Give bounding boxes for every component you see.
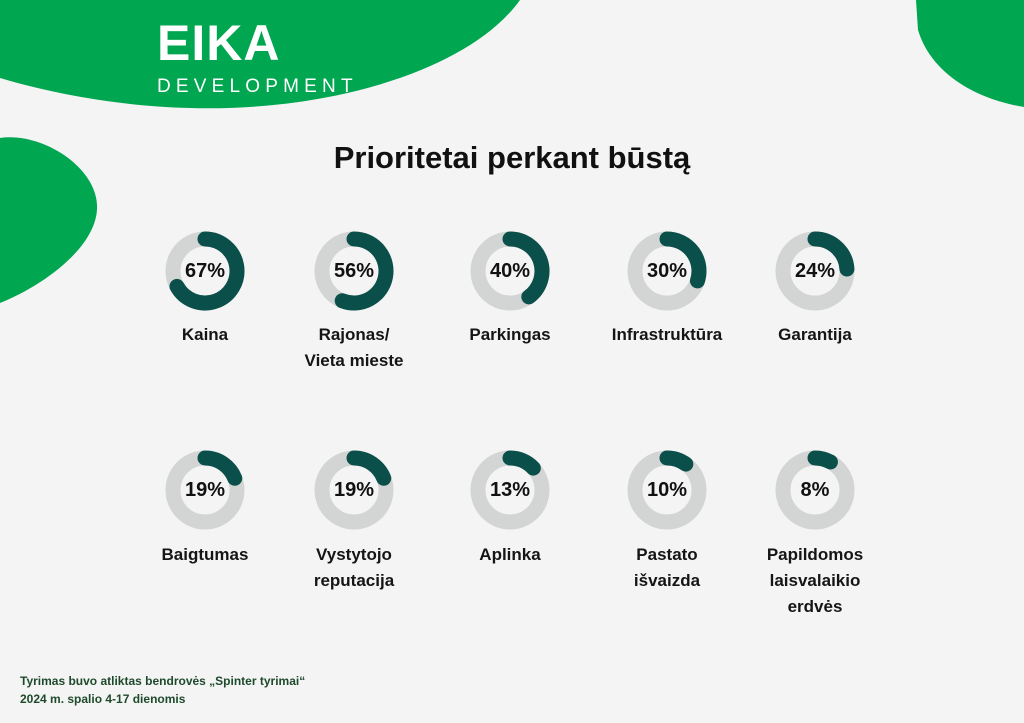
donut-value-label: 19% — [184, 479, 226, 501]
green-blob-left — [0, 137, 98, 303]
chart-title: Prioritetai perkant būstą — [333, 140, 691, 175]
donut-value-label: 56% — [333, 260, 375, 282]
donut-category-label: Vystytojo reputacija — [313, 545, 395, 590]
donut-value-label: 8% — [800, 479, 830, 501]
donut-arc — [502, 231, 550, 305]
donut-arc — [334, 231, 394, 311]
donut-value-label: 30% — [646, 260, 688, 282]
donut-arc — [659, 231, 707, 289]
donut-arc — [807, 231, 855, 277]
donut-arc — [807, 450, 838, 470]
logo-sub-text: DEVELOPMENT — [157, 76, 358, 97]
green-blob-top-left — [0, 0, 520, 109]
donut-arc — [346, 450, 392, 486]
donut-category-label: Aplinka — [479, 545, 541, 564]
donut-category-label: Kaina — [181, 325, 229, 344]
survey-note-line-2: 2024 m. spalio 4-17 dienomis — [20, 692, 186, 706]
donut-category-label: Pastato išvaizda — [633, 545, 701, 590]
eika-logo: EIKA DEVELOPMENT — [157, 14, 357, 98]
logo-main-text: EIKA — [157, 15, 281, 71]
donut-category-label: Rajonas/ Vieta mieste — [304, 325, 404, 370]
donut-category-label: Garantija — [778, 325, 852, 344]
donut-value-label: 19% — [333, 479, 375, 501]
donut-category-label: Baigtumas — [161, 545, 249, 564]
donut-value-label: 67% — [184, 260, 226, 282]
survey-note: Tyrimas buvo atliktas bendrovės „Spinter… — [20, 672, 305, 708]
donut-value-label: 24% — [794, 260, 836, 282]
donut-category-label: Infrastruktūra — [611, 325, 723, 344]
donut-arc — [659, 450, 694, 472]
donut-arc — [197, 450, 243, 486]
donut-arc — [502, 450, 541, 476]
donut-arc — [169, 231, 245, 311]
donut-category-label: Papildomos laisvalaikio erdvės — [766, 545, 864, 616]
donut-category-label: Parkingas — [469, 325, 551, 344]
green-blob-top-right — [916, 0, 1024, 107]
donut-value-label: 40% — [489, 260, 531, 282]
survey-note-line-1: Tyrimas buvo atliktas bendrovės „Spinter… — [20, 674, 306, 688]
donut-value-label: 13% — [489, 479, 531, 501]
donut-value-label: 10% — [646, 479, 688, 501]
